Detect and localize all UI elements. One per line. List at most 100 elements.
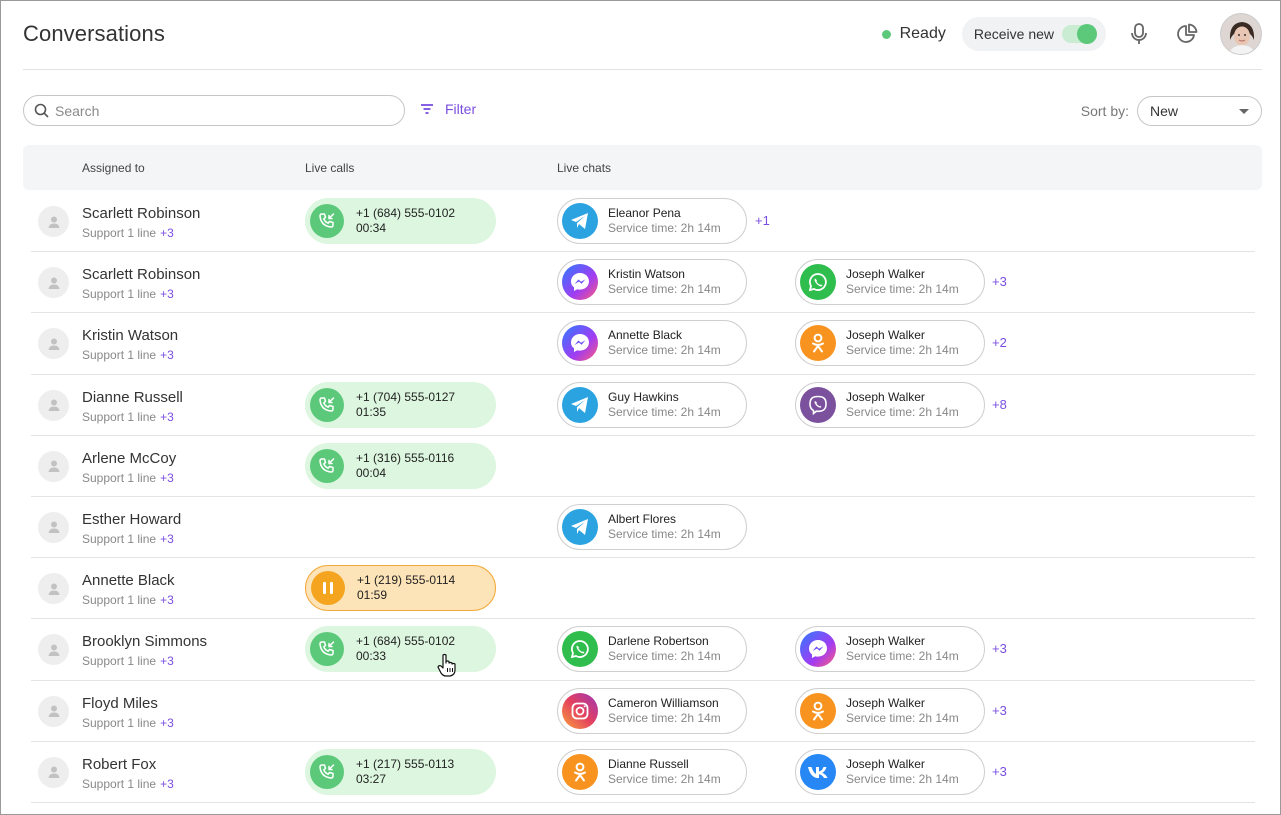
live-chat-card[interactable]: Albert Flores Service time: 2h 14m: [557, 503, 747, 550]
call-duration: 00:04: [356, 465, 387, 480]
agent-name: Scarlett Robinson: [82, 266, 201, 284]
incoming-call-icon: [310, 387, 344, 422]
agent-lines-more[interactable]: +3: [160, 531, 174, 546]
telegram-icon: [562, 203, 598, 239]
live-call-card[interactable]: +1 (684) 555-0102 00:34: [305, 198, 496, 244]
call-number: +1 (684) 555-0102: [356, 634, 456, 649]
live-chat-card[interactable]: Joseph Walker Service time: 2h 14m: [795, 687, 985, 734]
live-call-card[interactable]: +1 (217) 555-0113 03:27: [305, 748, 496, 795]
call-duration: 01:35: [356, 404, 387, 419]
live-chat-card[interactable]: Joseph Walker Service time: 2h 14m: [795, 626, 985, 673]
chat-info: Darlene Robertson Service time: 2h 14m: [608, 634, 721, 664]
receive-new-toggle[interactable]: [1062, 24, 1097, 44]
agent-avatar-icon: [38, 756, 69, 788]
chat-contact-name: Cameron Williamson: [608, 695, 719, 710]
sort-label: Sort by:: [1080, 103, 1129, 119]
chat-service-time: Service time: 2h 14m: [846, 710, 959, 725]
filter-label: Filter: [445, 101, 477, 117]
table-row[interactable]: Esther Howard Support 1 line +3 Albert Flo…: [31, 497, 1255, 559]
live-call-card[interactable]: +1 (219) 555-0114 01:59: [305, 565, 496, 612]
more-chats-link[interactable]: +3: [992, 641, 1007, 657]
filter-button[interactable]: Filter: [419, 101, 476, 117]
agent-line: Support 1 line +3: [82, 226, 174, 240]
live-chat-card[interactable]: Annette Black Service time: 2h 14m: [557, 320, 747, 367]
status-label: Ready: [899, 25, 946, 42]
table-row[interactable]: Scarlett Robinson Support 1 line +3 Kristi…: [31, 252, 1255, 314]
table-row[interactable]: Scarlett Robinson Support 1 line +3 +1 (68…: [31, 191, 1255, 253]
pause-icon: [311, 571, 345, 606]
more-chats-link[interactable]: +8: [992, 396, 1007, 412]
live-chat-card[interactable]: Eleanor Pena Service time: 2h 14m: [557, 198, 747, 244]
table-row[interactable]: Brooklyn Simmons Support 1 line +3 +1 (684…: [31, 619, 1255, 681]
agent-avatar-icon: [38, 634, 69, 666]
live-chat-card[interactable]: Joseph Walker Service time: 2h 14m: [795, 320, 985, 367]
search-icon: [34, 103, 49, 118]
more-chats-link[interactable]: +3: [992, 763, 1007, 779]
agent-lines-more[interactable]: +3: [160, 348, 174, 363]
call-number: +1 (316) 555-0116: [356, 450, 455, 465]
chat-service-time: Service time: 2h 14m: [846, 404, 959, 419]
chat-service-time: Service time: 2h 14m: [608, 771, 721, 786]
user-photo-icon: [1221, 14, 1261, 54]
chat-info: Annette Black Service time: 2h 14m: [608, 328, 721, 358]
live-chat-card[interactable]: Darlene Robertson Service time: 2h 14m: [557, 626, 747, 673]
live-call-card[interactable]: +1 (704) 555-0127 01:35: [305, 381, 496, 428]
more-chats-link[interactable]: +3: [992, 702, 1007, 718]
live-chat-card[interactable]: Cameron Williamson Service time: 2h 14m: [557, 687, 747, 734]
agent-line-label: Support 1 line: [82, 715, 157, 730]
header-controls: Ready Receive new: [881, 13, 1262, 55]
chat-contact-name: Darlene Robertson: [608, 634, 709, 649]
live-chat-card[interactable]: Dianne Russell Service time: 2h 14m: [557, 748, 747, 795]
agent-status[interactable]: Ready: [881, 25, 946, 43]
filter-icon: [421, 104, 433, 114]
incoming-call-icon: [310, 448, 344, 483]
chat-contact-name: Eleanor Pena: [608, 206, 681, 220]
agent-lines-more[interactable]: +3: [160, 409, 174, 424]
live-chat-card[interactable]: Guy Hawkins Service time: 2h 14m: [557, 381, 747, 428]
table-row[interactable]: Robert Fox Support 1 line +3 +1 (217) 555-…: [31, 742, 1255, 803]
live-chat-card[interactable]: Joseph Walker Service time: 2h 14m: [795, 748, 985, 795]
table-row[interactable]: Arlene McCoy Support 1 line +3 +1 (316) 55…: [31, 436, 1255, 497]
live-chat-card[interactable]: Joseph Walker Service time: 2h 14m: [795, 259, 985, 306]
agent-line: Support 1 line +3: [82, 654, 174, 668]
agent-lines-more[interactable]: +3: [160, 226, 174, 240]
agent-lines-more[interactable]: +3: [160, 287, 174, 302]
agent-name: Annette Black: [82, 572, 175, 590]
chat-contact-name: Guy Hawkins: [608, 389, 679, 404]
table-row[interactable]: Kristin Watson Support 1 line +3 Annette B…: [31, 313, 1255, 375]
agent-name: Dianne Russell: [82, 388, 183, 406]
agent-name: Arlene McCoy: [82, 449, 177, 467]
table-row[interactable]: Annette Black Support 1 line +3 +1 (219) 5…: [31, 558, 1255, 620]
agent-line: Support 1 line +3: [82, 716, 174, 730]
more-chats-link[interactable]: +3: [992, 274, 1007, 290]
agent-lines-more[interactable]: +3: [160, 470, 174, 485]
agent-lines-more[interactable]: +3: [160, 654, 174, 669]
search-input[interactable]: [55, 102, 375, 119]
agent-line: Support 1 line +3: [82, 287, 174, 301]
chat-contact-name: Annette Black: [608, 328, 683, 343]
call-number: +1 (219) 555-0114: [357, 573, 456, 588]
agent-line-label: Support 1 line: [82, 593, 157, 608]
more-chats-link[interactable]: +1: [755, 213, 770, 228]
statistics-button[interactable]: [1172, 19, 1202, 49]
user-avatar[interactable]: [1220, 13, 1262, 55]
chat-contact-name: Joseph Walker: [846, 328, 925, 343]
agent-line-label: Support 1 line: [82, 226, 157, 240]
more-chats-link[interactable]: +2: [992, 335, 1007, 351]
table-row[interactable]: Floyd Miles Support 1 line +3 Cameron Will…: [31, 681, 1255, 742]
agent-lines-more[interactable]: +3: [160, 715, 174, 730]
chevron-down-icon: [1239, 108, 1249, 114]
chat-info: Dianne Russell Service time: 2h 14m: [608, 757, 721, 787]
agent-lines-more[interactable]: +3: [160, 776, 174, 791]
sort-select[interactable]: New: [1137, 96, 1262, 126]
agent-lines-more[interactable]: +3: [160, 593, 174, 608]
live-chat-card[interactable]: Joseph Walker Service time: 2h 14m: [795, 381, 985, 428]
table-row[interactable]: Dianne Russell Support 1 line +3 +1 (704) …: [31, 375, 1255, 436]
chat-service-time: Service time: 2h 14m: [846, 649, 959, 664]
live-call-card[interactable]: +1 (316) 555-0116 00:04: [305, 442, 496, 489]
live-chat-card[interactable]: Kristin Watson Service time: 2h 14m: [557, 259, 747, 306]
microphone-button[interactable]: [1124, 19, 1154, 49]
chat-service-time: Service time: 2h 14m: [846, 282, 959, 297]
call-info: +1 (219) 555-0114 01:59: [357, 573, 455, 603]
live-call-card[interactable]: +1 (684) 555-0102 00:33: [305, 626, 496, 673]
